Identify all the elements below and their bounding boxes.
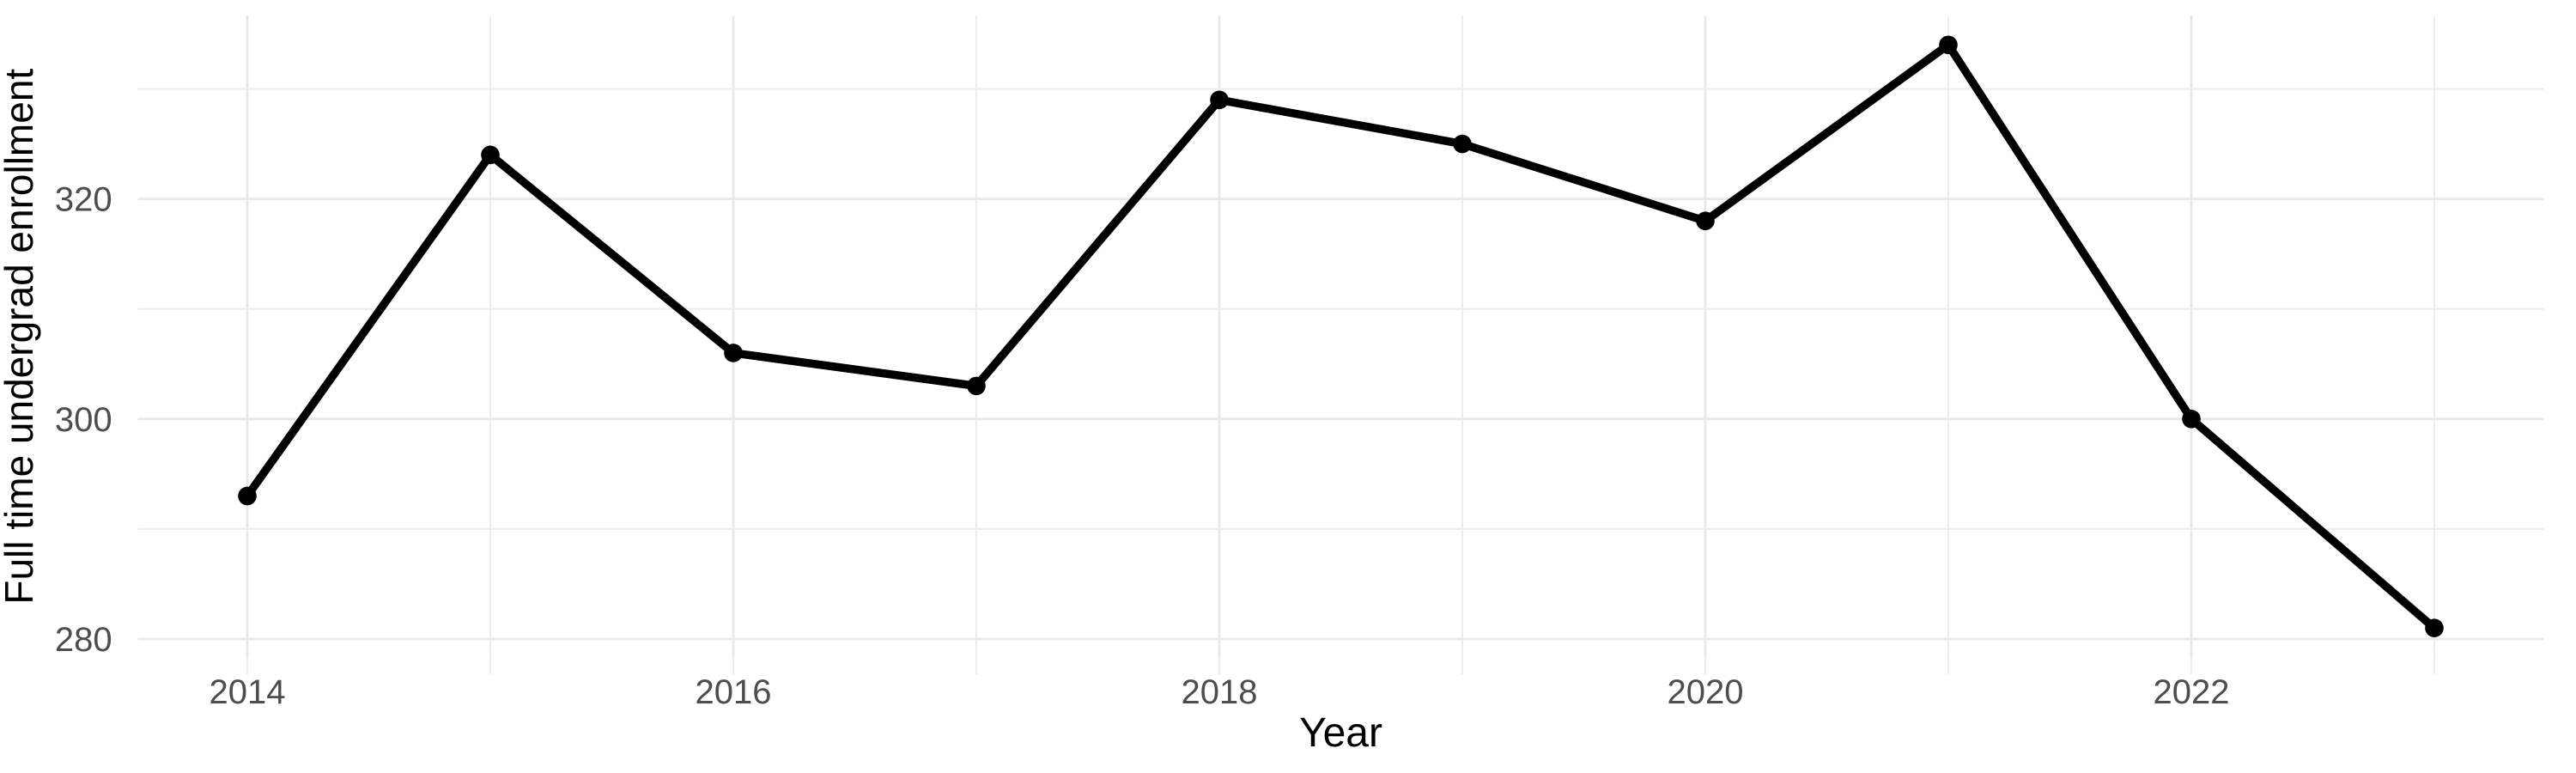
svg-text:2014: 2014 bbox=[210, 673, 286, 711]
svg-text:320: 320 bbox=[55, 181, 112, 219]
svg-text:2022: 2022 bbox=[2154, 673, 2230, 711]
svg-text:2020: 2020 bbox=[1668, 673, 1744, 711]
svg-text:2016: 2016 bbox=[696, 673, 772, 711]
svg-text:300: 300 bbox=[55, 401, 112, 439]
svg-text:2018: 2018 bbox=[1182, 673, 1258, 711]
svg-text:Full time undergrad enrollment: Full time undergrad enrollment bbox=[0, 69, 41, 605]
svg-text:Year: Year bbox=[1299, 710, 1382, 756]
svg-text:280: 280 bbox=[55, 621, 112, 659]
